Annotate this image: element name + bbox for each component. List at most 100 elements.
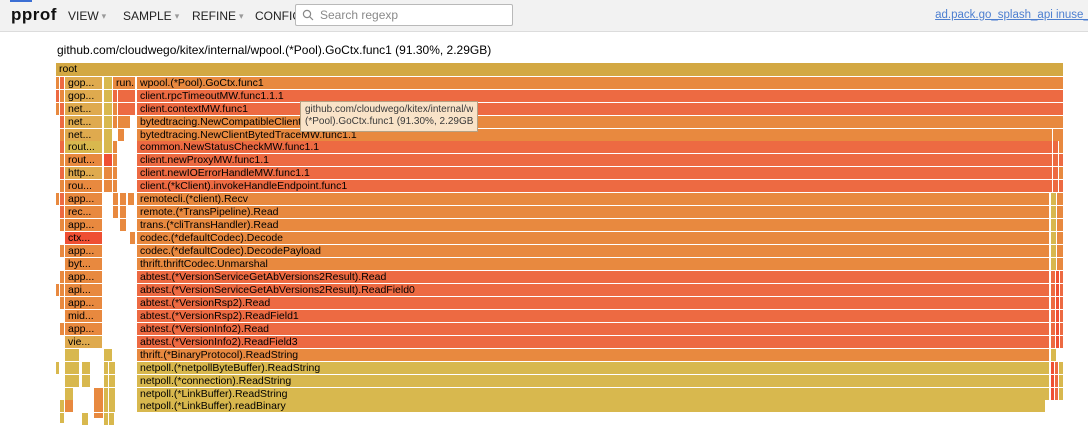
flame-frame[interactable]: rout... bbox=[65, 154, 102, 167]
flame-frame[interactable]: abtest.(*VersionRsp2).Read bbox=[137, 296, 1049, 309]
flame-frame[interactable] bbox=[60, 245, 64, 258]
flame-frame[interactable] bbox=[60, 76, 64, 89]
flame-frame[interactable] bbox=[56, 283, 59, 296]
flame-frame[interactable] bbox=[1056, 270, 1059, 283]
flame-frame[interactable]: abtest.(*VersionRsp2).ReadField1 bbox=[137, 309, 1049, 322]
flame-frame[interactable]: abtest.(*VersionInfo2).ReadField3 bbox=[137, 335, 1049, 348]
flame-frame[interactable] bbox=[104, 115, 112, 128]
flame-frame[interactable] bbox=[60, 283, 64, 296]
flame-frame[interactable] bbox=[1056, 309, 1059, 322]
flame-frame[interactable]: thrift.thriftCodec.Unmarshal bbox=[137, 258, 1049, 270]
flame-frame[interactable] bbox=[109, 400, 115, 413]
flame-frame[interactable]: codec.(*defaultCodec).Decode bbox=[137, 232, 1049, 245]
flame-frame[interactable]: rou... bbox=[65, 180, 102, 193]
flame-frame[interactable] bbox=[1051, 283, 1055, 296]
flame-frame[interactable] bbox=[1051, 245, 1056, 258]
flame-frame[interactable]: abtest.(*VersionServiceGetAbVersions2Res… bbox=[137, 270, 1049, 283]
flame-frame[interactable] bbox=[82, 374, 90, 387]
flame-frame[interactable]: net... bbox=[65, 128, 102, 141]
flame-frame[interactable] bbox=[1060, 309, 1063, 322]
flame-frame[interactable] bbox=[56, 193, 59, 206]
flame-frame[interactable] bbox=[1051, 335, 1055, 348]
flame-frame[interactable] bbox=[56, 102, 59, 115]
flame-frame[interactable] bbox=[1059, 387, 1063, 400]
flame-frame[interactable] bbox=[109, 387, 115, 400]
flame-frame[interactable] bbox=[60, 270, 64, 283]
flame-frame[interactable] bbox=[104, 89, 112, 102]
flame-frame[interactable] bbox=[1060, 335, 1063, 348]
flame-frame[interactable] bbox=[104, 154, 112, 167]
flame-frame[interactable]: api... bbox=[65, 283, 102, 296]
flame-frame[interactable] bbox=[1059, 180, 1063, 193]
flame-frame[interactable] bbox=[109, 374, 115, 387]
flame-frame[interactable] bbox=[113, 115, 117, 128]
flame-frame[interactable] bbox=[1053, 154, 1058, 167]
flame-frame[interactable] bbox=[1060, 296, 1063, 309]
flame-frame[interactable] bbox=[1053, 128, 1063, 141]
flame-frame[interactable] bbox=[1051, 258, 1056, 270]
flame-frame[interactable] bbox=[1059, 141, 1063, 154]
flame-frame[interactable] bbox=[113, 89, 117, 102]
flame-frame[interactable] bbox=[1053, 141, 1058, 154]
flame-frame[interactable] bbox=[104, 361, 108, 374]
flame-frame[interactable] bbox=[65, 374, 79, 387]
flame-frame[interactable]: trans.(*cliTransHandler).Read bbox=[137, 219, 1049, 232]
flame-frame[interactable] bbox=[60, 400, 64, 413]
flame-frame[interactable]: app... bbox=[65, 296, 102, 309]
flame-frame[interactable] bbox=[1053, 167, 1058, 180]
flame-frame[interactable] bbox=[65, 400, 73, 413]
flame-frame[interactable]: common.NewStatusCheckMW.func1.1 bbox=[137, 141, 1052, 154]
flame-frame[interactable] bbox=[1059, 167, 1063, 180]
flame-frame[interactable] bbox=[82, 413, 88, 426]
flame-frame[interactable] bbox=[104, 141, 112, 154]
flame-frame[interactable] bbox=[113, 180, 117, 193]
flame-frame[interactable]: client.newProxyMW.func1.1 bbox=[137, 154, 1052, 167]
flame-frame[interactable] bbox=[56, 361, 59, 374]
flame-frame[interactable] bbox=[128, 193, 134, 206]
flame-frame[interactable] bbox=[1051, 219, 1056, 232]
flame-frame[interactable] bbox=[1051, 322, 1055, 335]
flame-frame[interactable]: client.rpcTimeoutMW.func1.1.1 bbox=[137, 89, 1063, 102]
flame-frame[interactable] bbox=[113, 167, 117, 180]
flame-frame[interactable] bbox=[1051, 361, 1054, 374]
flame-frame[interactable] bbox=[65, 387, 73, 400]
flame-frame[interactable] bbox=[1051, 206, 1056, 219]
flame-frame[interactable]: net... bbox=[65, 115, 102, 128]
flame-frame[interactable]: net... bbox=[65, 102, 102, 115]
flame-frame[interactable] bbox=[60, 219, 64, 232]
flame-frame[interactable] bbox=[120, 206, 126, 219]
flame-frame[interactable] bbox=[104, 413, 108, 426]
flame-frame[interactable] bbox=[1051, 296, 1055, 309]
flame-frame[interactable] bbox=[1059, 154, 1063, 167]
flame-frame-root[interactable]: root bbox=[56, 63, 1063, 76]
flame-frame[interactable] bbox=[1051, 232, 1056, 245]
flame-frame[interactable] bbox=[1057, 206, 1063, 219]
flame-frame[interactable]: client.newIOErrorHandleMW.func1.1 bbox=[137, 167, 1052, 180]
flame-frame[interactable] bbox=[1056, 296, 1059, 309]
flame-frame[interactable] bbox=[1055, 387, 1058, 400]
flame-frame[interactable] bbox=[118, 115, 130, 128]
flame-frame[interactable] bbox=[1055, 361, 1058, 374]
flame-frame[interactable] bbox=[1056, 322, 1059, 335]
flame-frame[interactable]: app... bbox=[65, 270, 102, 283]
flame-frame[interactable] bbox=[94, 400, 103, 413]
flame-frame[interactable]: app... bbox=[65, 193, 102, 206]
flame-frame[interactable] bbox=[60, 206, 64, 219]
flame-frame[interactable] bbox=[65, 361, 79, 374]
flame-frame[interactable] bbox=[1057, 245, 1063, 258]
search-box[interactable] bbox=[295, 4, 513, 26]
flame-frame[interactable]: rout... bbox=[65, 141, 102, 154]
flame-frame[interactable] bbox=[1056, 335, 1059, 348]
flame-frame[interactable] bbox=[82, 361, 90, 374]
flame-frame[interactable] bbox=[60, 102, 64, 115]
flame-frame[interactable]: thrift.(*BinaryProtocol).ReadString bbox=[137, 348, 1049, 361]
flame-frame[interactable] bbox=[120, 193, 126, 206]
flame-frame[interactable]: bytedtracing.NewCompatibleClientT bbox=[137, 115, 1063, 128]
flame-frame[interactable] bbox=[60, 141, 64, 154]
flame-frame[interactable]: remote.(*TransPipeline).Read bbox=[137, 206, 1049, 219]
flame-frame[interactable]: app... bbox=[65, 219, 102, 232]
flame-frame[interactable] bbox=[1051, 387, 1054, 400]
flame-frame[interactable]: remotecli.(*client).Recv bbox=[137, 193, 1049, 206]
flame-frame[interactable] bbox=[1055, 374, 1058, 387]
flame-frame[interactable]: client.(*kClient).invokeHandleEndpoint.f… bbox=[137, 180, 1052, 193]
